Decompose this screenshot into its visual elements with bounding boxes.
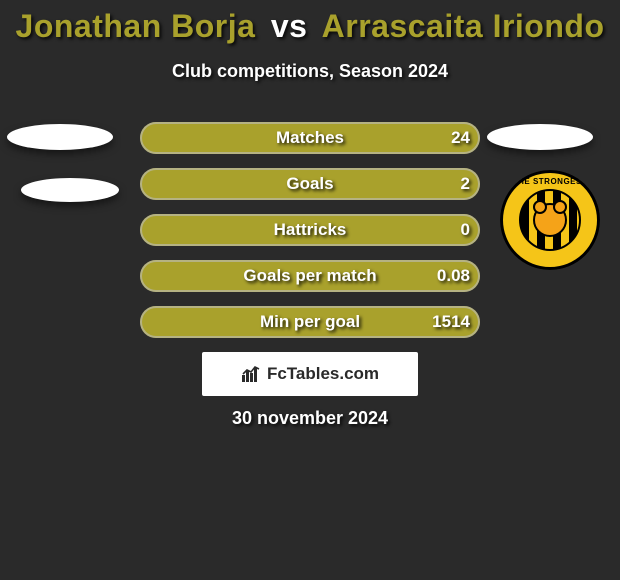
stat-value: 2 (461, 168, 470, 200)
subtitle: Club competitions, Season 2024 (0, 61, 620, 82)
stat-row: Min per goal1514 (140, 306, 480, 338)
player2-name: Arrascaita Iriondo (322, 8, 605, 44)
stat-label: Goals (140, 168, 480, 200)
stat-bars: Matches24 Goals2 Hattricks0 Goals per match… (0, 118, 620, 348)
branding-box: FcTables.com (202, 352, 418, 396)
vs-word: vs (271, 8, 308, 44)
stat-label: Min per goal (140, 306, 480, 338)
stat-value: 24 (451, 122, 470, 154)
stat-label: Hattricks (140, 214, 480, 246)
stat-label: Matches (140, 122, 480, 154)
comparison-title: Jonathan Borja vs Arrascaita Iriondo (0, 0, 620, 45)
branding-text: FcTables.com (267, 364, 379, 384)
stat-row: Hattricks0 (140, 214, 480, 246)
player1-name: Jonathan Borja (16, 8, 256, 44)
branding-chart-icon (241, 365, 263, 383)
stat-value: 0 (461, 214, 470, 246)
stat-row: Goals2 (140, 168, 480, 200)
stat-value: 1514 (432, 306, 470, 338)
footer-date: 30 november 2024 (0, 408, 620, 429)
stat-label: Goals per match (140, 260, 480, 292)
stat-row: Goals per match0.08 (140, 260, 480, 292)
stat-row: Matches24 (140, 122, 480, 154)
stat-value: 0.08 (437, 260, 470, 292)
